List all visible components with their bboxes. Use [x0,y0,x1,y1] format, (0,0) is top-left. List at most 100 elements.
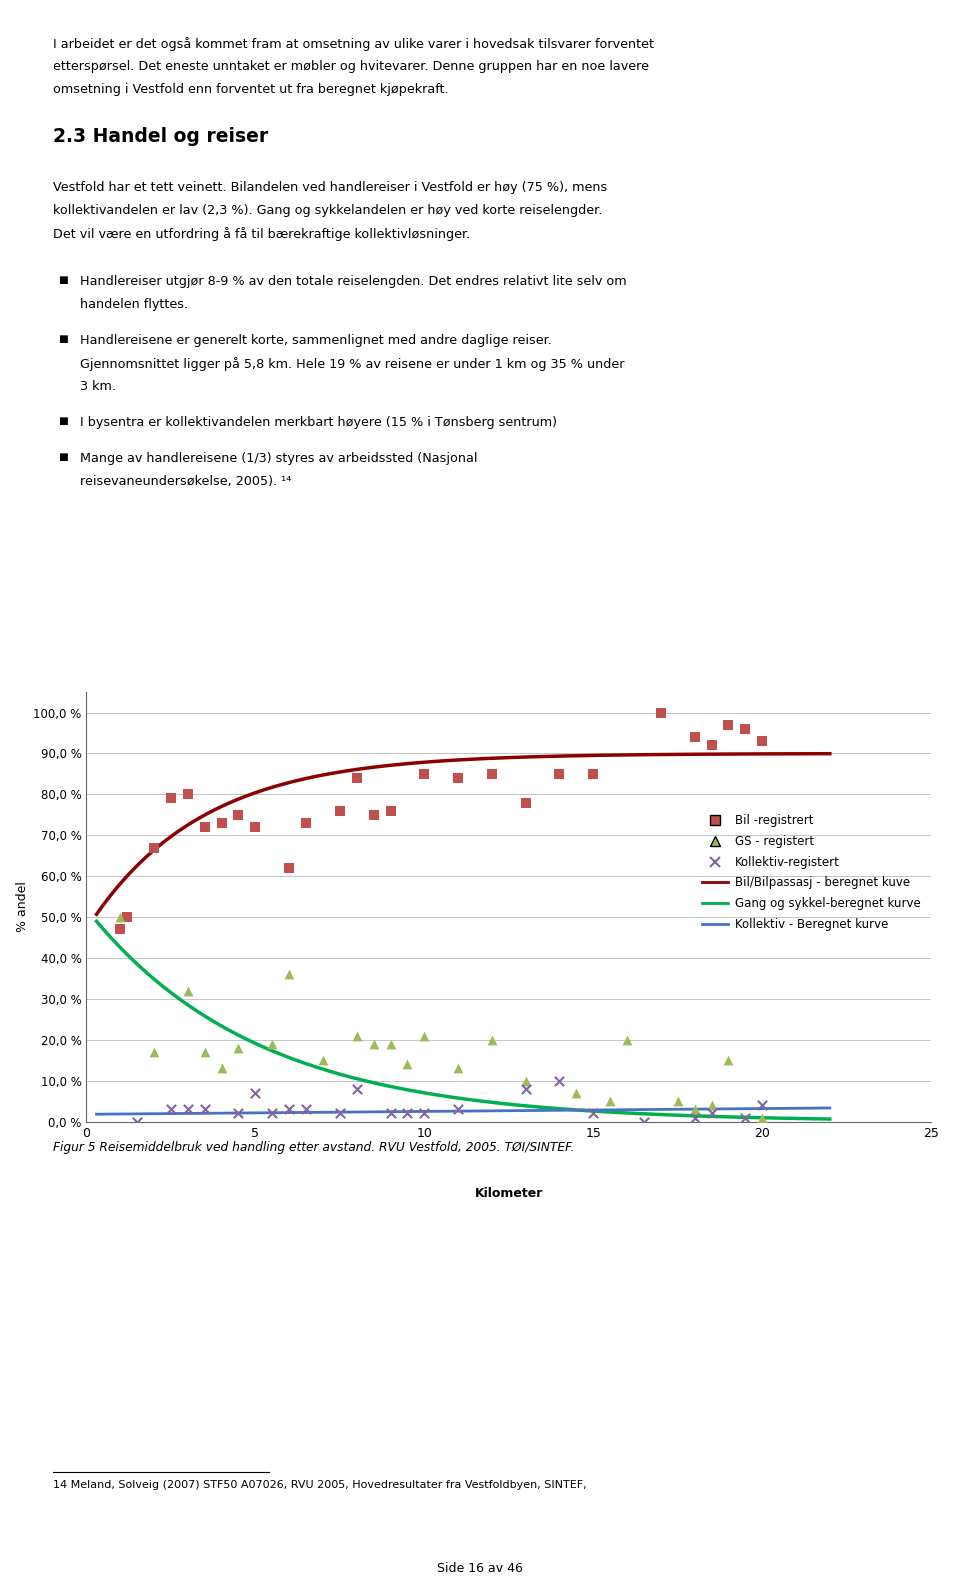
Text: Side 16 av 46: Side 16 av 46 [437,1562,523,1575]
Point [568,1080,584,1106]
Text: Det vil være en utfordring å få til bærekraftige kollektivløsninger.: Det vil være en utfordring å få til bære… [53,228,470,242]
Text: ■: ■ [58,334,67,344]
Point [332,1101,348,1126]
Point [755,729,770,754]
Point [383,1031,398,1056]
Text: Figur 5 Reisemiddelbruk ved handling etter avstand. RVU Vestfold, 2005. TØI/SINT: Figur 5 Reisemiddelbruk ved handling ett… [53,1141,574,1153]
Point [518,1076,534,1101]
Text: Kilometer: Kilometer [474,1187,543,1200]
Point [518,1068,534,1093]
Text: Handlereisene er generelt korte, sammenlignet med andre daglige reiser.: Handlereisene er generelt korte, sammenl… [80,334,552,347]
Text: I arbeidet er det også kommet fram at omsetning av ulike varer i hovedsak tilsva: I arbeidet er det også kommet fram at om… [53,37,654,51]
Point [704,1101,719,1126]
Point [670,1088,685,1114]
Point [163,1096,179,1122]
Point [399,1101,415,1126]
Legend: Bil -registrert, GS - registert, Kollektiv-registert, Bil/Bilpassasj - beregnet : Bil -registrert, GS - registert, Kollekt… [697,810,925,936]
Point [197,815,212,840]
Text: Gjennomsnittet ligger på 5,8 km. Hele 19 % av reisene er under 1 km og 35 % unde: Gjennomsnittet ligger på 5,8 km. Hele 19… [80,356,624,371]
Point [755,1104,770,1130]
Point [349,1023,365,1048]
Text: Vestfold har et tett veinett. Bilandelen ved handlereiser i Vestfold er høy (75 : Vestfold har et tett veinett. Bilandelen… [53,181,607,194]
Point [119,904,134,929]
Point [552,1068,567,1093]
Point [484,1028,499,1053]
Point [281,856,297,881]
Point [450,1056,466,1082]
Point [737,716,753,741]
Text: handelen flyttes.: handelen flyttes. [80,299,188,312]
Text: I bysentra er kollektivandelen merkbart høyere (15 % i Tønsberg sentrum): I bysentra er kollektivandelen merkbart … [80,415,557,430]
Point [230,1036,246,1061]
Point [721,713,736,738]
Text: ■: ■ [58,275,67,285]
Point [130,1109,145,1134]
Text: reisevaneundersøkelse, 2005). ¹⁴: reisevaneundersøkelse, 2005). ¹⁴ [80,474,291,488]
Point [112,904,128,929]
Point [180,978,196,1004]
Point [704,1093,719,1118]
Point [586,1101,601,1126]
Point [146,1039,161,1064]
Point [586,760,601,786]
Point [417,1101,432,1126]
Text: omsetning i Vestfold enn forventet ut fra beregnet kjøpekraft.: omsetning i Vestfold enn forventet ut fr… [53,83,448,95]
Point [552,760,567,786]
Point [721,1047,736,1072]
Point [315,1047,330,1072]
Point [399,1052,415,1077]
Point [265,1031,280,1056]
Point [230,1101,246,1126]
Point [603,1088,618,1114]
Point [163,786,179,811]
Point [265,1101,280,1126]
Text: Mange av handlereisene (1/3) styres av arbeidssted (Nasjonal: Mange av handlereisene (1/3) styres av a… [80,452,477,465]
Point [366,802,381,827]
Point [248,815,263,840]
Point [180,1096,196,1122]
Text: ■: ■ [58,452,67,461]
Point [197,1096,212,1122]
Point [214,1056,229,1082]
Point [281,961,297,986]
Point [755,1093,770,1118]
Point [417,1023,432,1048]
Point [383,1101,398,1126]
Point [687,1096,703,1122]
Point [737,1104,753,1130]
Point [230,802,246,827]
Text: Handlereiser utgjør 8-9 % av den totale reiselengden. Det endres relativt lite s: Handlereiser utgjør 8-9 % av den totale … [80,275,626,288]
Point [636,1109,652,1134]
Text: 2.3 Handel og reiser: 2.3 Handel og reiser [53,127,268,146]
Point [299,810,314,835]
Point [299,1096,314,1122]
Point [417,760,432,786]
Point [197,1039,212,1064]
Text: ■: ■ [58,415,67,426]
Point [518,789,534,815]
Point [366,1031,381,1056]
Y-axis label: % andel: % andel [16,881,29,932]
Point [484,760,499,786]
Point [349,765,365,791]
Point [450,765,466,791]
Point [653,700,668,725]
Point [146,835,161,861]
Text: kollektivandelen er lav (2,3 %). Gang og sykkelandelen er høy ved korte reiselen: kollektivandelen er lav (2,3 %). Gang og… [53,204,602,218]
Point [450,1096,466,1122]
Text: etterspørsel. Det eneste unntaket er møbler og hvitevarer. Denne gruppen har en : etterspørsel. Det eneste unntaket er møb… [53,59,649,73]
Point [180,781,196,807]
Point [687,724,703,749]
Point [332,799,348,824]
Point [349,1076,365,1101]
Point [383,799,398,824]
Point [281,1096,297,1122]
Point [619,1028,635,1053]
Text: 14 Meland, Solveig (2007) STF50 A07026, RVU 2005, Hovedresultater fra Vestfoldby: 14 Meland, Solveig (2007) STF50 A07026, … [53,1480,587,1489]
Point [112,916,128,942]
Point [248,1080,263,1106]
Point [704,732,719,757]
Text: 3 km.: 3 km. [80,380,116,393]
Point [214,810,229,835]
Point [687,1104,703,1130]
